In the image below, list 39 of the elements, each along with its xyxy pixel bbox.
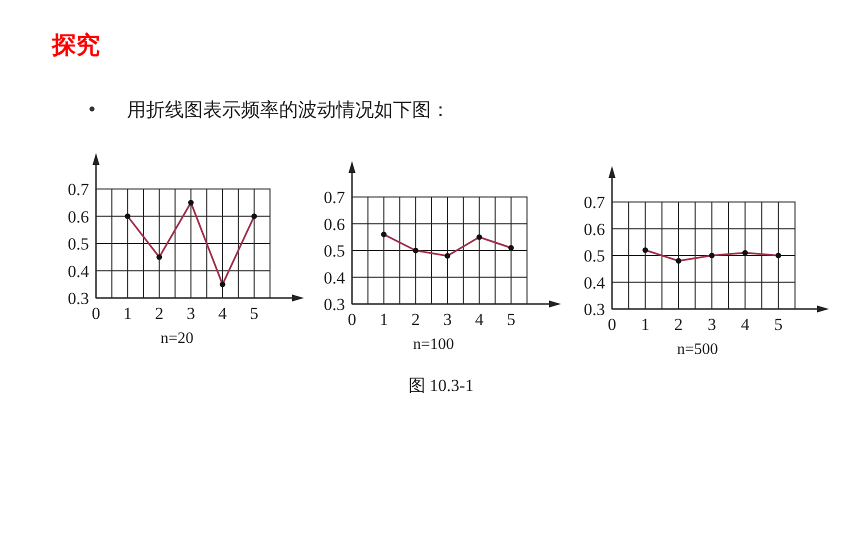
x-tick-label: 2	[674, 315, 683, 334]
y-tick-label: 0.6	[584, 220, 605, 239]
x-tick-label: 1	[641, 315, 650, 334]
x-tick-label: 3	[708, 315, 716, 334]
chart-subtitle: 用折线图表示频率的波动情况如下图：	[127, 99, 450, 121]
x-tick-label: 5	[506, 310, 516, 329]
x-tick-label: 5	[250, 304, 258, 323]
x-tick-label: 5	[774, 315, 783, 334]
x-tick-label: 2	[155, 304, 164, 323]
x-axis-title: n=500	[676, 341, 718, 358]
x-tick-label: 0	[608, 315, 616, 334]
y-tick-label: 0.5	[68, 234, 89, 254]
y-tick-label: 0.3	[68, 289, 89, 308]
x-tick-label: 0	[348, 310, 356, 329]
y-tick-label: 0.6	[68, 207, 89, 226]
x-tick-label: 0	[92, 304, 100, 323]
y-tick-label: 0.7	[324, 188, 346, 207]
x-tick-label: 1	[123, 304, 132, 323]
x-tick-label: 4	[740, 315, 750, 334]
chart-title: 探究	[51, 32, 100, 59]
x-tick-label: 4	[475, 310, 484, 329]
y-tick-label: 0.3	[584, 300, 605, 319]
y-tick-label: 0.7	[584, 193, 606, 212]
x-tick-label: 3	[443, 310, 452, 329]
x-tick-label: 4	[218, 304, 228, 323]
y-tick-label: 0.4	[584, 273, 606, 292]
y-tick-label: 0.6	[324, 214, 345, 234]
x-axis-title: n=20	[160, 330, 194, 347]
x-axis-title: n=100	[412, 336, 454, 353]
y-tick-label: 0.7	[68, 180, 90, 199]
x-tick-label: 2	[411, 310, 420, 329]
x-tick-label: 1	[380, 310, 388, 329]
y-tick-label: 0.5	[324, 242, 345, 260]
y-tick-label: 0.4	[68, 262, 90, 281]
x-tick-label: 3	[186, 304, 196, 323]
y-tick-label: 0.3	[324, 295, 345, 314]
y-tick-label: 0.4	[324, 268, 346, 288]
y-tick-label: 0.5	[584, 246, 605, 266]
caption: 图 10.3-1	[408, 376, 474, 395]
